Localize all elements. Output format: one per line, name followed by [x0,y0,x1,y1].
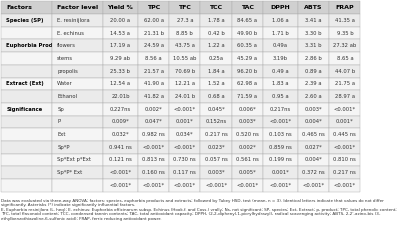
Text: Data was evaluated via three-way ANOVA; factors: species, euphorbia products and: Data was evaluated via three-way ANOVA; … [1,199,397,221]
